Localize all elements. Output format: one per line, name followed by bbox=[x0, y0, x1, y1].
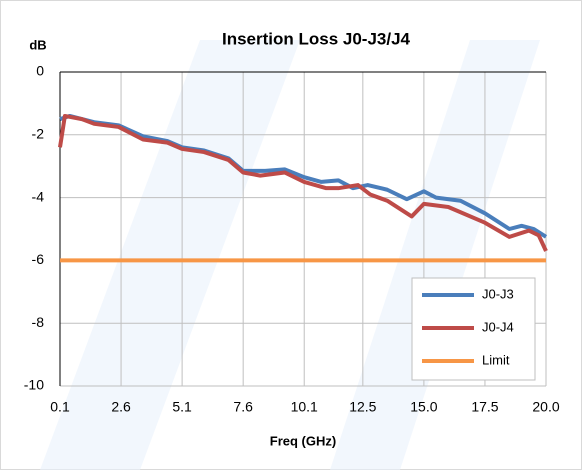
series-line bbox=[59, 113, 548, 239]
legend-label: J0-J3 bbox=[482, 286, 514, 301]
x-tick-label: 20.0 bbox=[532, 399, 559, 415]
y-tick-label: -10 bbox=[24, 377, 44, 393]
legend-label: J0-J4 bbox=[482, 319, 514, 334]
y-axis-label: dB bbox=[29, 37, 46, 52]
x-tick-label: 17.5 bbox=[471, 399, 498, 415]
x-tick-label: 10.1 bbox=[291, 399, 318, 415]
x-tick-label: 15.0 bbox=[410, 399, 437, 415]
x-axis-label: Freq (GHz) bbox=[270, 433, 336, 448]
chart-title: Insertion Loss J0-J3/J4 bbox=[222, 29, 411, 48]
y-tick-label: -8 bbox=[32, 314, 45, 330]
y-tick-label: 0 bbox=[36, 63, 44, 79]
x-tick-label: 2.6 bbox=[111, 399, 131, 415]
x-tick-label: 7.6 bbox=[233, 399, 253, 415]
x-tick-label: 5.1 bbox=[172, 399, 192, 415]
series-line bbox=[58, 113, 548, 252]
y-tick-label: -2 bbox=[32, 126, 45, 142]
y-tick-label: -6 bbox=[32, 251, 45, 267]
x-tick-label: 0.1 bbox=[50, 399, 70, 415]
y-tick-label: -4 bbox=[32, 188, 45, 204]
x-tick-label: 12.5 bbox=[349, 399, 376, 415]
legend-label: Limit bbox=[482, 352, 510, 367]
